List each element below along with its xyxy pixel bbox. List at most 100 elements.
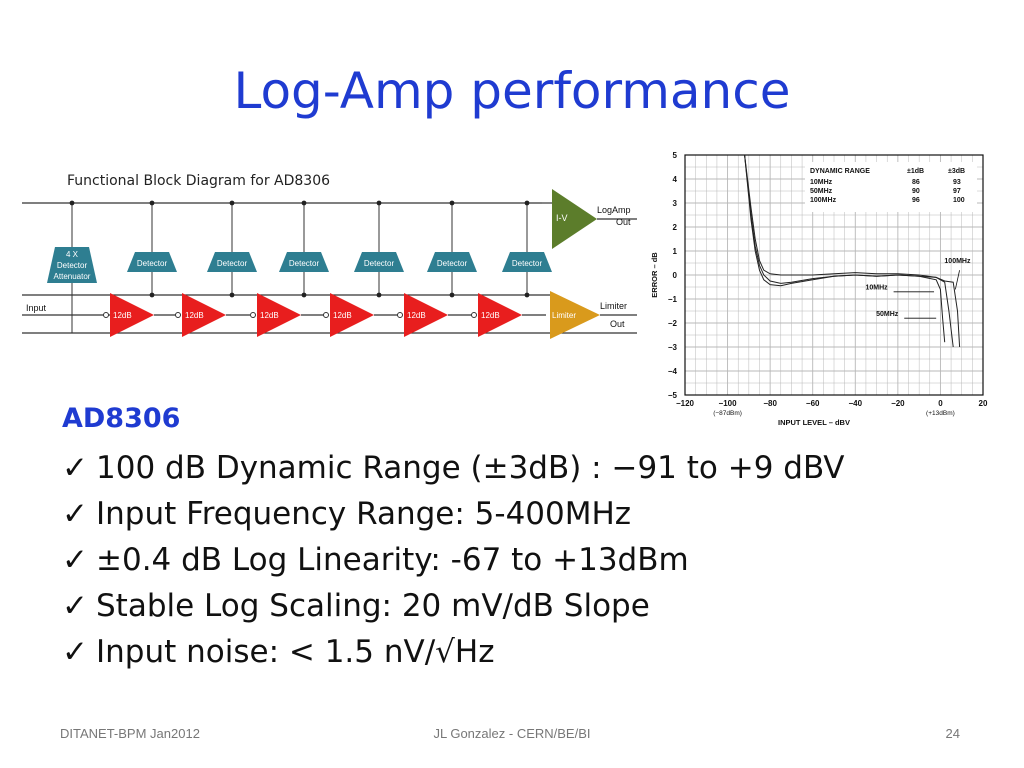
- y-tick-label: −5: [668, 391, 678, 400]
- junction-dot: [449, 292, 455, 298]
- x-axis-label: INPUT LEVEL – dBV: [778, 418, 850, 427]
- x-tick-label: −120: [676, 399, 695, 408]
- detector-block: [279, 252, 329, 272]
- chip-name: AD8306: [62, 403, 181, 434]
- x-tick-label: −40: [848, 399, 862, 408]
- limiter-block: [550, 291, 600, 339]
- bullet-list: ✓ 100 dB Dynamic Range (±3dB) : −91 to +9…: [62, 445, 844, 675]
- detector-label: Detector: [364, 259, 395, 268]
- check-icon: ✓: [62, 634, 88, 670]
- gain-stage: [478, 293, 522, 337]
- check-icon: ✓: [62, 450, 88, 486]
- bullet-item: ✓ Stable Log Scaling: 20 mV/dB Slope: [62, 583, 844, 629]
- attenuator-block: [47, 247, 97, 283]
- junction-dot: [301, 292, 307, 298]
- check-icon: ✓: [62, 588, 88, 624]
- limiter-label: Limiter: [552, 311, 576, 320]
- x-tick-label: −100: [719, 399, 738, 408]
- error-chart: −5 −4 −3 −2 −1 0 1 2 3 4 5 −120 −100 −80 −60 −40 −20 0 20 (…: [650, 151, 988, 427]
- input-label: Input: [26, 303, 47, 313]
- table-cell: 97: [953, 188, 961, 195]
- junction-dot: [449, 200, 455, 206]
- junction-dot: [524, 292, 530, 298]
- annotation-label: 100MHz: [944, 258, 971, 265]
- detector-label: Detector: [217, 259, 248, 268]
- check-icon: ✓: [62, 542, 88, 578]
- table-cell: 10MHz: [810, 179, 833, 186]
- gain-label: 12dB: [185, 311, 204, 320]
- detector-block: [207, 252, 257, 272]
- attenuator-label: Detector: [57, 261, 88, 270]
- gain-stage: [330, 293, 374, 337]
- table-header: ±1dB: [907, 168, 924, 175]
- junction-dot: [229, 292, 235, 298]
- table-header: DYNAMIC RANGE: [810, 168, 870, 175]
- y-tick-label: 5: [673, 151, 678, 160]
- detector-block: [127, 252, 177, 272]
- x-tick-note: (+13dBm): [926, 410, 955, 417]
- junction-dot: [301, 200, 307, 206]
- annotation-label: 50MHz: [876, 311, 899, 318]
- y-tick-label: 0: [673, 271, 678, 280]
- table-cell: 86: [912, 179, 920, 186]
- node-circle: [471, 312, 477, 318]
- x-tick-label: 0: [938, 399, 943, 408]
- y-tick-label: −2: [668, 319, 678, 328]
- junction-dot: [69, 200, 75, 206]
- y-tick-label: −1: [668, 295, 678, 304]
- table-cell: 90: [912, 188, 920, 195]
- y-tick-label: 3: [673, 199, 678, 208]
- y-tick-label: 4: [673, 175, 678, 184]
- bullet-item: ✓ Input noise: < 1.5 nV/√Hz: [62, 629, 844, 675]
- table-background: [805, 162, 977, 212]
- bullet-text: ±0.4 dB Log Linearity: -67 to +13dBm: [96, 542, 689, 578]
- gain-stage: [257, 293, 301, 337]
- gain-label: 12dB: [333, 311, 352, 320]
- table-header: ±3dB: [948, 168, 965, 175]
- bullet-item: ✓ Input Frequency Range: 5-400MHz: [62, 491, 844, 537]
- y-tick-label: 2: [673, 223, 678, 232]
- detector-label: Detector: [289, 259, 320, 268]
- y-axis-label: ERROR – dB: [650, 252, 659, 298]
- table-cell: 100MHz: [810, 197, 837, 204]
- junction-dot: [229, 200, 235, 206]
- node-circle: [397, 312, 403, 318]
- limiter-out-label: Limiter: [600, 301, 627, 311]
- gain-stage: [110, 293, 154, 337]
- series-line-100mhz: [744, 154, 961, 348]
- iv-converter: [552, 189, 597, 249]
- annotation-arrow: [954, 270, 960, 290]
- annotation-label: 10MHz: [865, 284, 888, 291]
- limiter-out-label: Out: [610, 319, 625, 329]
- detector-block: [502, 252, 552, 272]
- gain-label: 12dB: [113, 311, 132, 320]
- gain-stage: [404, 293, 448, 337]
- iv-label: I-V: [556, 213, 568, 223]
- x-tick-label: −80: [763, 399, 777, 408]
- logamp-out-label: Out: [616, 217, 631, 227]
- table-cell: 96: [912, 197, 920, 204]
- bullet-text: Input Frequency Range: 5-400MHz: [96, 496, 632, 532]
- logamp-out-label: LogAmp: [597, 205, 631, 215]
- footer-left: DITANET-BPM Jan2012: [60, 726, 200, 741]
- table-cell: 50MHz: [810, 188, 833, 195]
- detector-label: Detector: [512, 259, 543, 268]
- gain-label: 12dB: [481, 311, 500, 320]
- detector-block: [354, 252, 404, 272]
- y-tick-label: −3: [668, 343, 678, 352]
- x-tick-label: −20: [891, 399, 905, 408]
- diagram-title: Functional Block Diagram for AD8306: [67, 173, 330, 189]
- footer-center: JL Gonzalez - CERN/BE/BI: [433, 726, 591, 741]
- bullet-text: 100 dB Dynamic Range (±3dB) : −91 to +9 …: [96, 450, 845, 486]
- x-tick-label: −60: [806, 399, 820, 408]
- detector-label: Detector: [437, 259, 468, 268]
- junction-dot: [376, 292, 382, 298]
- bullet-item: ✓ ±0.4 dB Log Linearity: -67 to +13dBm: [62, 537, 844, 583]
- check-icon: ✓: [62, 496, 88, 532]
- plot-frame: [684, 154, 984, 396]
- gain-label: 12dB: [407, 311, 426, 320]
- table-cell: 93: [953, 179, 961, 186]
- series-line-50mhz: [744, 154, 946, 343]
- junction-dot: [376, 200, 382, 206]
- node-circle: [323, 312, 329, 318]
